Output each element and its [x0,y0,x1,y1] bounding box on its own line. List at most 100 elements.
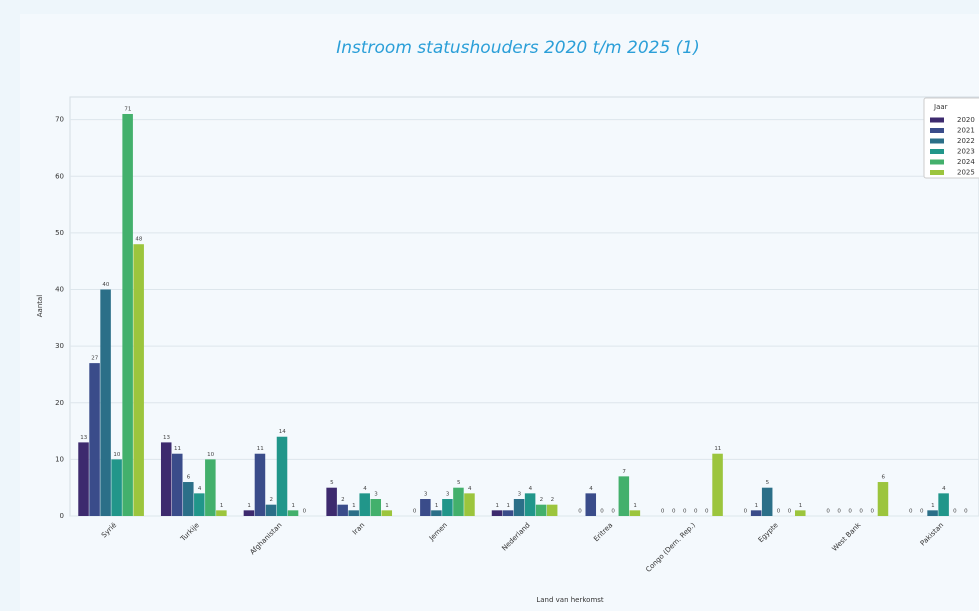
bar [491,510,503,516]
value-label: 71 [124,106,131,112]
value-label: 1 [633,503,637,509]
bar [431,510,442,516]
value-label: 4 [942,486,946,492]
value-label: 0 [694,509,698,515]
bar [254,453,266,516]
value-label: 0 [920,509,924,515]
value-label: 13 [80,435,87,441]
value-label: 0 [705,509,709,515]
value-label: 7 [622,469,626,475]
value-label: 0 [859,509,863,515]
bar [618,476,630,516]
bar [89,363,100,516]
value-label: 4 [529,486,533,492]
value-label: 0 [413,509,417,515]
bar [629,510,641,516]
legend-label: 2022 [957,137,975,145]
value-label: 27 [91,356,98,362]
value-label: 0 [611,509,615,515]
legend-label: 2023 [957,148,975,156]
bar [216,510,227,516]
value-label: 11 [714,446,721,452]
value-label: 40 [102,282,109,288]
bar [795,510,806,516]
bar [712,453,723,516]
value-label: 13 [163,435,170,441]
bar [194,493,205,516]
value-label: 4 [198,486,202,492]
bar [546,504,558,516]
value-label: 1 [435,503,439,509]
value-label: 1 [247,503,251,509]
bar [111,459,122,516]
bar [160,442,172,516]
value-label: 5 [457,480,461,486]
bar [420,499,431,516]
bar [326,487,337,516]
bar [243,510,255,516]
legend-label: 2020 [957,116,975,124]
bar [877,482,889,516]
value-label: 1 [931,503,935,509]
legend-title: Jaar [933,103,948,111]
bar [513,499,525,516]
value-label: 1 [507,503,511,509]
bar [359,493,370,516]
value-label: 0 [744,509,748,515]
value-label: 0 [672,509,676,515]
plot-area [69,96,979,517]
value-label: 0 [777,509,781,515]
value-label: 1 [385,503,389,509]
value-label: 2 [269,497,273,503]
x-axis-label: Land van herkomst [536,596,604,604]
value-label: 0 [600,509,604,515]
bar [464,493,475,516]
bar [535,504,547,516]
bar [337,504,348,516]
bar [442,499,453,516]
value-label: 3 [518,492,522,498]
value-label: 11 [257,446,264,452]
value-label: 11 [174,446,181,452]
legend-swatch [930,149,944,154]
bar [100,289,111,516]
value-label: 0 [788,509,792,515]
value-label: 2 [341,497,345,503]
legend-label: 2025 [957,169,975,177]
bar [171,453,183,516]
value-label: 0 [683,509,687,515]
value-label: 0 [826,509,830,515]
value-label: 1 [496,503,500,509]
legend-swatch [930,117,944,123]
y-tick-label: 30 [55,342,64,350]
value-label: 5 [766,480,770,486]
bar [122,113,133,517]
value-label: 0 [909,509,913,515]
value-label: 3 [374,492,378,498]
legend-swatch [930,159,944,165]
value-label: 1 [799,503,803,509]
y-tick-label: 50 [55,229,64,237]
value-label: 0 [303,509,307,515]
bar [761,487,773,516]
bar [453,487,464,516]
value-label: 4 [468,486,472,492]
value-label: 0 [964,509,968,515]
value-label: 6 [187,475,191,481]
chart-title: Instroom statushouders 2020 t/m 2025 (1) [336,38,700,58]
value-label: 4 [589,486,593,492]
value-label: 0 [848,509,852,515]
value-label: 48 [135,237,142,243]
value-label: 2 [540,497,544,503]
value-label: 1 [352,503,356,509]
value-label: 3 [424,492,428,498]
value-label: 4 [363,486,367,492]
value-label: 10 [207,452,214,458]
value-label: 0 [870,509,874,515]
value-label: 0 [953,509,957,515]
legend-label: 2021 [957,127,975,135]
value-label: 0 [661,509,665,515]
value-label: 14 [279,429,286,435]
bar [502,510,514,516]
value-label: 5 [330,480,334,486]
